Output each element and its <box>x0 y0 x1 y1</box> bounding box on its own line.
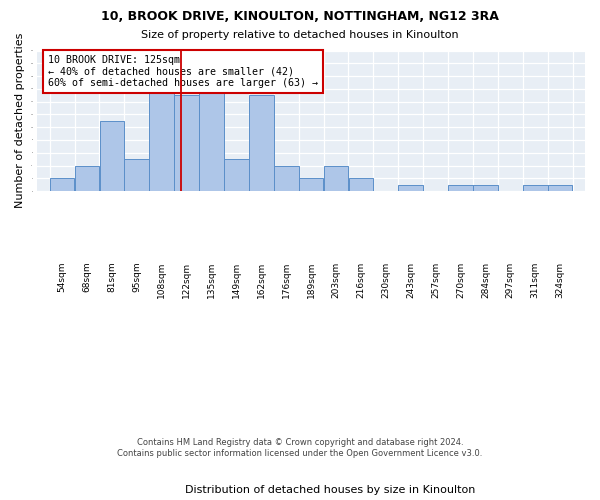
Bar <box>174 95 199 191</box>
Bar <box>199 89 224 191</box>
Text: 257sqm: 257sqm <box>431 262 440 298</box>
Text: 108sqm: 108sqm <box>157 262 166 298</box>
Text: 216sqm: 216sqm <box>356 262 365 298</box>
Text: 95sqm: 95sqm <box>132 262 141 292</box>
Bar <box>523 184 548 191</box>
Text: 230sqm: 230sqm <box>381 262 390 298</box>
Text: 135sqm: 135sqm <box>207 262 216 298</box>
Bar <box>349 178 373 191</box>
Bar <box>74 166 99 191</box>
Text: 68sqm: 68sqm <box>82 262 91 292</box>
Text: 324sqm: 324sqm <box>556 262 565 298</box>
Text: 10, BROOK DRIVE, KINOULTON, NOTTINGHAM, NG12 3RA: 10, BROOK DRIVE, KINOULTON, NOTTINGHAM, … <box>101 10 499 23</box>
Text: Distribution of detached houses by size in Kinoulton: Distribution of detached houses by size … <box>185 485 475 495</box>
Text: 297sqm: 297sqm <box>506 262 515 298</box>
Bar <box>299 178 323 191</box>
Bar <box>100 121 124 191</box>
Text: 203sqm: 203sqm <box>331 262 340 298</box>
Bar <box>398 184 423 191</box>
Text: 10 BROOK DRIVE: 125sqm
← 40% of detached houses are smaller (42)
60% of semi-det: 10 BROOK DRIVE: 125sqm ← 40% of detached… <box>48 54 318 88</box>
Y-axis label: Number of detached properties: Number of detached properties <box>15 33 25 208</box>
Bar <box>124 159 149 191</box>
Text: 270sqm: 270sqm <box>456 262 465 298</box>
Text: 189sqm: 189sqm <box>307 262 316 298</box>
Text: 122sqm: 122sqm <box>182 262 191 298</box>
Bar <box>473 184 498 191</box>
Bar <box>50 178 74 191</box>
Bar <box>448 184 473 191</box>
Text: 81sqm: 81sqm <box>107 262 116 292</box>
Text: 311sqm: 311sqm <box>530 262 539 298</box>
Text: 284sqm: 284sqm <box>481 262 490 298</box>
Bar <box>323 166 349 191</box>
Bar <box>548 184 572 191</box>
Text: 149sqm: 149sqm <box>232 262 241 298</box>
Bar <box>274 166 299 191</box>
Bar <box>149 76 174 191</box>
Bar <box>224 159 249 191</box>
Text: 243sqm: 243sqm <box>406 262 415 298</box>
Text: 54sqm: 54sqm <box>58 262 67 292</box>
Bar <box>249 95 274 191</box>
Text: 176sqm: 176sqm <box>281 262 290 298</box>
Text: Size of property relative to detached houses in Kinoulton: Size of property relative to detached ho… <box>141 30 459 40</box>
Text: Contains HM Land Registry data © Crown copyright and database right 2024.
Contai: Contains HM Land Registry data © Crown c… <box>118 438 482 458</box>
Text: 162sqm: 162sqm <box>257 262 266 298</box>
